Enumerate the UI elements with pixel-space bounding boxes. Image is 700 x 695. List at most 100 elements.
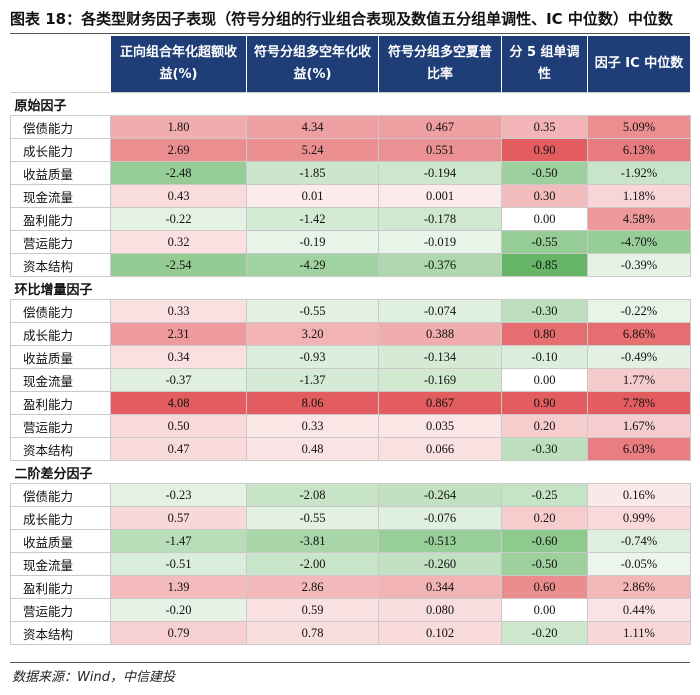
table-cell: 0.388 (378, 322, 502, 346)
table-cell: -0.60 (501, 529, 588, 553)
table-cell: -0.134 (378, 345, 502, 369)
group-header-row: 环比增量因子 (10, 276, 691, 300)
table-cell: 0.90 (501, 391, 588, 415)
table-cell: -0.169 (378, 368, 502, 392)
table-cell: -0.194 (378, 161, 502, 185)
table-cell: 1.39 (110, 575, 247, 599)
row-label: 成长能力 (10, 322, 111, 346)
row-label: 成长能力 (10, 506, 111, 530)
table-cell: 0.00 (501, 368, 588, 392)
table-cell: -0.10 (501, 345, 588, 369)
table-cell: 0.35 (501, 115, 588, 139)
table-row: 偿债能力 0.33 -0.55 -0.074 -0.30 -0.22% (10, 299, 691, 323)
table-cell: 1.77% (587, 368, 691, 392)
table-cell: -4.29 (246, 253, 379, 277)
table-cell: -3.81 (246, 529, 379, 553)
table-cell: 2.86% (587, 575, 691, 599)
table-cell: 8.06 (246, 391, 379, 415)
table-cell: 0.344 (378, 575, 502, 599)
header-ic-median: 因子 IC 中位数 (587, 36, 691, 93)
row-label: 营运能力 (10, 414, 111, 438)
table-cell: -0.260 (378, 552, 502, 576)
table-cell: 0.33 (110, 299, 247, 323)
row-label: 收益质量 (10, 529, 111, 553)
table-cell: -0.30 (501, 437, 588, 461)
table-row: 盈利能力 1.39 2.86 0.344 0.60 2.86% (10, 575, 691, 599)
table-row: 成长能力 2.69 5.24 0.551 0.90 6.13% (10, 138, 691, 162)
table-cell: -1.42 (246, 207, 379, 231)
table-cell: 0.44% (587, 598, 691, 622)
table-row: 盈利能力 4.08 8.06 0.867 0.90 7.78% (10, 391, 691, 415)
table-row: 资本结构 0.47 0.48 0.066 -0.30 6.03% (10, 437, 691, 461)
table-cell: 0.20 (501, 506, 588, 530)
table-cell: -0.85 (501, 253, 588, 277)
table-cell: 6.13% (587, 138, 691, 162)
row-label: 现金流量 (10, 552, 111, 576)
table-cell: 0.30 (501, 184, 588, 208)
table-row: 营运能力 0.32 -0.19 -0.019 -0.55 -4.70% (10, 230, 691, 254)
table-cell: 0.102 (378, 621, 502, 645)
row-label: 现金流量 (10, 368, 111, 392)
table-cell: 0.035 (378, 414, 502, 438)
table-cell: -0.23 (110, 483, 247, 507)
table-cell: 4.58% (587, 207, 691, 231)
table-cell: -0.30 (501, 299, 588, 323)
table-cell: -0.19 (246, 230, 379, 254)
table-cell: 6.03% (587, 437, 691, 461)
table-cell: 0.001 (378, 184, 502, 208)
table-cell: 0.20 (501, 414, 588, 438)
row-label: 偿债能力 (10, 299, 111, 323)
table-cell: -1.85 (246, 161, 379, 185)
row-label: 营运能力 (10, 598, 111, 622)
row-label: 偿债能力 (10, 115, 111, 139)
table-cell: 0.00 (501, 598, 588, 622)
table-row: 营运能力 -0.20 0.59 0.080 0.00 0.44% (10, 598, 691, 622)
row-label: 收益质量 (10, 161, 111, 185)
table-row: 成长能力 0.57 -0.55 -0.076 0.20 0.99% (10, 506, 691, 530)
table-cell: 4.08 (110, 391, 247, 415)
table-cell: 0.16% (587, 483, 691, 507)
table-cell: -0.22% (587, 299, 691, 323)
row-label: 成长能力 (10, 138, 111, 162)
table-cell: 0.47 (110, 437, 247, 461)
table-cell: -0.076 (378, 506, 502, 530)
table-row: 现金流量 0.43 0.01 0.001 0.30 1.18% (10, 184, 691, 208)
table-cell: -0.019 (378, 230, 502, 254)
table-cell: -0.55 (246, 299, 379, 323)
table-cell: 0.57 (110, 506, 247, 530)
table-cell: -0.20 (501, 621, 588, 645)
table-cell: 0.59 (246, 598, 379, 622)
table-cell: 0.79 (110, 621, 247, 645)
table-cell: 6.86% (587, 322, 691, 346)
row-label: 盈利能力 (10, 575, 111, 599)
row-label: 资本结构 (10, 253, 111, 277)
group-title: 原始因子 (10, 92, 691, 116)
group-header-row: 原始因子 (10, 92, 691, 116)
table-cell: -0.39% (587, 253, 691, 277)
group-title: 二阶差分因子 (10, 460, 691, 484)
table-cell: -0.37 (110, 368, 247, 392)
table-cell: -0.50 (501, 161, 588, 185)
table-cell: 0.50 (110, 414, 247, 438)
table-cell: 0.78 (246, 621, 379, 645)
table-row: 盈利能力 -0.22 -1.42 -0.178 0.00 4.58% (10, 207, 691, 231)
table-cell: 4.34 (246, 115, 379, 139)
table-cell: 0.551 (378, 138, 502, 162)
group-title: 环比增量因子 (10, 276, 691, 300)
table-cell: -2.00 (246, 552, 379, 576)
table-cell: 0.99% (587, 506, 691, 530)
table-cell: -0.20 (110, 598, 247, 622)
table-cell: -1.92% (587, 161, 691, 185)
table-cell: 0.467 (378, 115, 502, 139)
table-row: 偿债能力 -0.23 -2.08 -0.264 -0.25 0.16% (10, 483, 691, 507)
group-header-row: 二阶差分因子 (10, 460, 691, 484)
table-row: 现金流量 -0.51 -2.00 -0.260 -0.50 -0.05% (10, 552, 691, 576)
row-label: 资本结构 (10, 621, 111, 645)
table-cell: 0.32 (110, 230, 247, 254)
table-cell: -0.376 (378, 253, 502, 277)
factor-table: 正向组合年化超额收益(%) 符号分组多空年化收益(%) 符号分组多空夏普比率 分… (10, 36, 691, 645)
table-row: 收益质量 -1.47 -3.81 -0.513 -0.60 -0.74% (10, 529, 691, 553)
table-cell: 1.67% (587, 414, 691, 438)
table-row: 收益质量 -2.48 -1.85 -0.194 -0.50 -1.92% (10, 161, 691, 185)
header-sharpe: 符号分组多空夏普比率 (378, 36, 502, 93)
